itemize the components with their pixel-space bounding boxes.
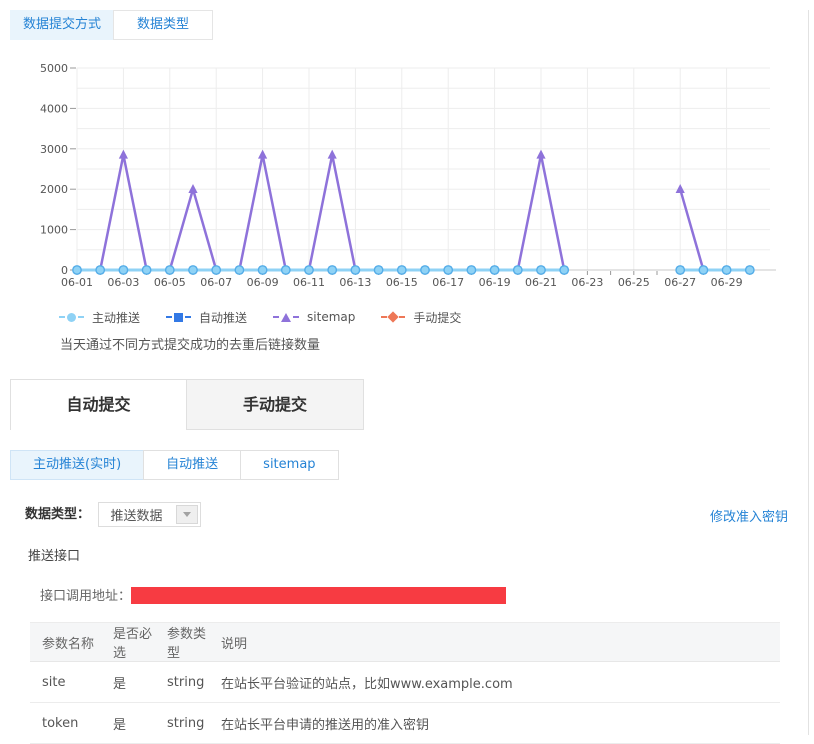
legend-item-active-push[interactable]: 主动推送 — [57, 309, 140, 326]
chart-caption: 当天通过不同方式提交成功的去重后链接数量 — [60, 338, 321, 353]
chevron-down-icon — [183, 512, 192, 517]
svg-text:1000: 1000 — [40, 224, 68, 237]
svg-text:4000: 4000 — [40, 102, 68, 115]
svg-text:06-07: 06-07 — [200, 276, 232, 289]
legend-dash — [293, 316, 300, 318]
tab-data-type[interactable]: 数据类型 — [113, 10, 213, 40]
modify-access-key-link[interactable]: 修改准入密钥 — [709, 510, 788, 525]
circle-marker-icon — [67, 312, 76, 322]
tab-data-submit-method[interactable]: 数据提交方式 — [10, 10, 114, 40]
legend-dash — [185, 316, 192, 318]
svg-text:06-17: 06-17 — [432, 276, 464, 289]
svg-text:06-19: 06-19 — [479, 276, 511, 289]
svg-text:06-29: 06-29 — [711, 276, 743, 289]
svg-text:5000: 5000 — [40, 62, 68, 75]
svg-text:0: 0 — [61, 264, 68, 277]
column-header: 说明 — [209, 622, 780, 662]
legend-item-manual-submit[interactable]: 手动提交 — [379, 309, 461, 326]
select-arrow-button[interactable] — [176, 505, 199, 524]
legend-dash — [381, 316, 388, 318]
table-row: site 是 string 在站长平台验证的站点，比如www.example.c… — [30, 661, 780, 703]
legend-label: 主动推送 — [92, 310, 141, 325]
legend-dash — [273, 316, 280, 318]
param-desc-cell: 在站长平台申请的推送用的准入密钥 — [209, 702, 780, 744]
svg-text:06-15: 06-15 — [386, 276, 418, 289]
subtab-sitemap[interactable]: sitemap — [240, 450, 339, 480]
data-type-label: 数据类型： — [25, 507, 91, 522]
api-address-row: 接口调用地址： — [40, 585, 814, 604]
subtab-auto-push[interactable]: 自动推送 — [143, 450, 242, 480]
data-type-selected-value: 推送数据 — [110, 509, 163, 524]
param-required-cell: 是 — [101, 702, 155, 744]
triangle-marker-icon — [281, 312, 292, 322]
submission-chart: 0 1000 2000 3000 4000 5000 06-01 06-03 06-05 06-0… — [40, 62, 776, 289]
legend-dash — [166, 316, 173, 318]
legend-item-sitemap[interactable]: sitemap — [271, 310, 355, 324]
legend-label: sitemap — [307, 310, 356, 324]
svg-text:06-27: 06-27 — [664, 276, 696, 289]
svg-text:06-05: 06-05 — [154, 276, 186, 289]
main-tab-bar: 自动提交 手动提交 — [10, 379, 814, 430]
svg-text:06-21: 06-21 — [525, 276, 557, 289]
push-api-section-label: 推送接口 — [28, 549, 81, 564]
column-header: 参数类型 — [155, 622, 209, 662]
square-marker-icon — [174, 312, 184, 322]
param-type-cell: string — [155, 702, 209, 744]
parameter-table: 参数名称 是否必选 参数类型 说明 site 是 string 在站长平台验证的… — [30, 622, 780, 744]
main-tab-auto-submit[interactable]: 自动提交 — [10, 379, 187, 430]
column-header: 是否必选 — [101, 622, 155, 662]
param-type-cell: string — [155, 661, 209, 703]
legend-item-auto-push[interactable]: 自动推送 — [164, 309, 247, 326]
page-right-border — [808, 10, 809, 735]
api-address-redacted-bar — [131, 587, 507, 604]
column-header: 参数名称 — [30, 622, 101, 662]
main-tab-manual-submit[interactable]: 手动提交 — [187, 379, 364, 430]
api-address-label: 接口调用地址： — [40, 589, 132, 604]
diamond-marker-icon — [387, 311, 400, 323]
svg-text:2000: 2000 — [40, 183, 68, 196]
param-name-cell: site — [30, 661, 101, 703]
svg-text:06-25: 06-25 — [618, 276, 650, 289]
data-type-row: 数据类型： 推送数据 修改准入密钥 — [25, 502, 788, 528]
sub-tab-bar: 主动推送(实时) 自动推送 sitemap — [10, 450, 814, 480]
param-name-cell: token — [30, 702, 101, 744]
svg-text:06-09: 06-09 — [247, 276, 279, 289]
svg-text:06-01: 06-01 — [61, 276, 93, 289]
chart-legend: 主动推送 自动推送 sitemap 手动提交 — [57, 309, 814, 325]
svg-text:3000: 3000 — [40, 143, 68, 156]
param-desc-cell: 在站长平台验证的站点，比如www.example.com — [209, 661, 780, 703]
svg-text:06-11: 06-11 — [293, 276, 325, 289]
top-tab-bar: 数据提交方式 数据类型 — [10, 10, 814, 40]
svg-text:06-23: 06-23 — [571, 276, 603, 289]
subtab-active-push-realtime[interactable]: 主动推送(实时) — [10, 450, 145, 480]
legend-label: 自动推送 — [199, 310, 248, 325]
legend-dash — [399, 316, 406, 318]
legend-dash — [59, 316, 65, 318]
param-required-cell: 是 — [101, 661, 155, 703]
svg-text:06-13: 06-13 — [339, 276, 371, 289]
legend-label: 手动提交 — [413, 310, 462, 325]
legend-dash — [78, 316, 84, 318]
data-type-select[interactable]: 推送数据 — [98, 502, 202, 527]
table-header-row: 参数名称 是否必选 参数类型 说明 — [30, 622, 780, 662]
table-row: token 是 string 在站长平台申请的推送用的准入密钥 — [30, 702, 780, 744]
svg-text:06-03: 06-03 — [107, 276, 139, 289]
